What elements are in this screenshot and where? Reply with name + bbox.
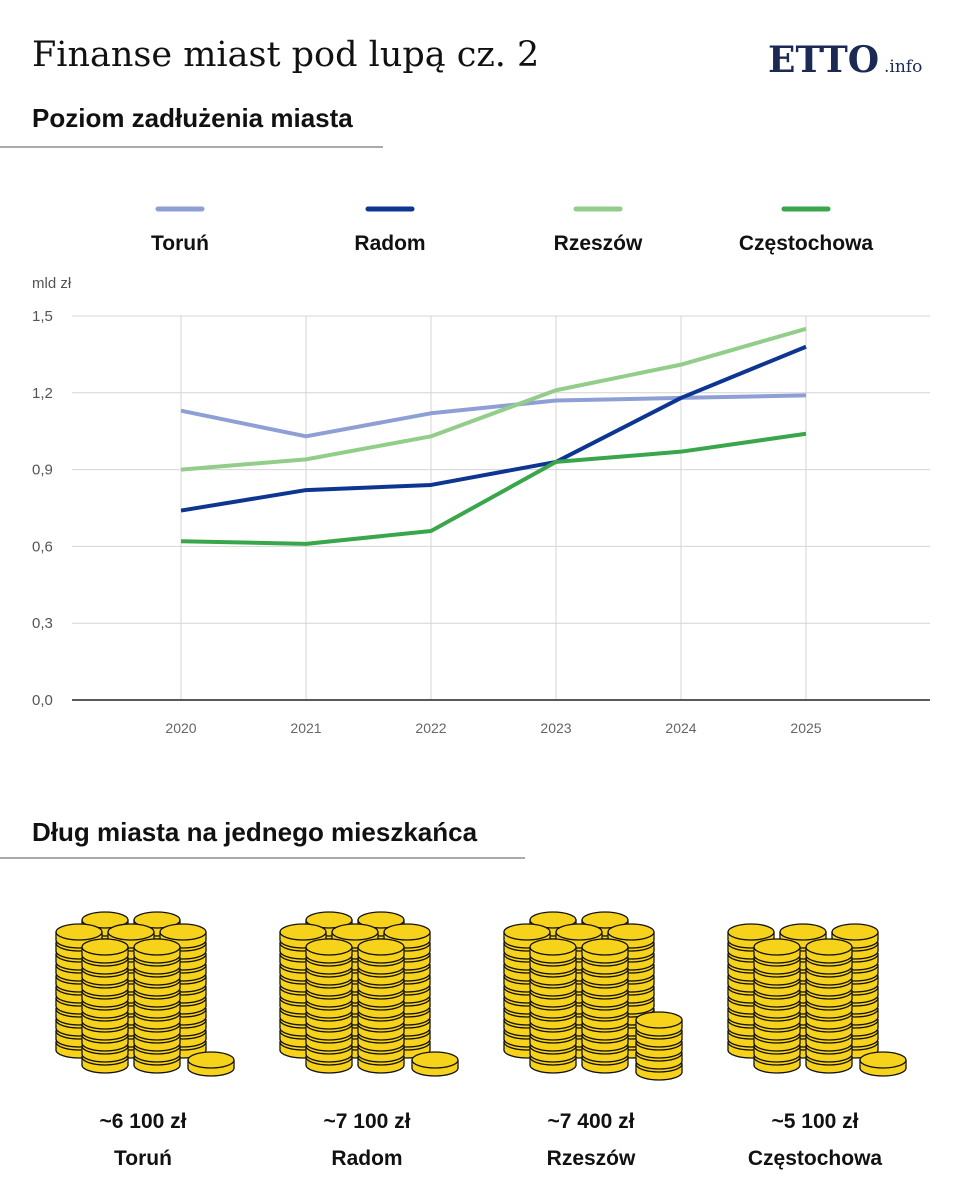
x-tick-label: 2024 [665,720,696,736]
page-title: Finanse miast pod lupą cz. 2 [32,35,539,75]
city-name: Częstochowa [748,1147,883,1170]
x-tick-label: 2025 [790,720,821,736]
coin-top [81,938,129,956]
coin-top [305,938,353,956]
section-title: Dług miasta na jednego mieszkańca [32,817,478,847]
legend-label: Rzeszów [554,232,643,255]
series-line [180,344,807,513]
debt-amount: ~6 100 zł [100,1110,187,1133]
y-tick-label: 0,3 [32,615,53,632]
series-line [180,326,807,472]
logo: ETTO [768,39,879,81]
y-tick-label: 0,6 [32,538,53,555]
coin-top [107,923,155,941]
section-title: Poziom zadłużenia miasta [32,103,353,133]
coin-illustration [55,911,235,1077]
x-tick-label: 2020 [165,720,196,736]
city-name: Radom [331,1147,402,1170]
coin-top [529,938,577,956]
logo-suffix: .info [884,57,922,77]
legend-label: Częstochowa [739,232,874,255]
coin-top [779,923,827,941]
debt-amount: ~7 100 zł [324,1110,411,1133]
coin-top [357,938,405,956]
coin-top [331,923,379,941]
debt-amount: ~5 100 zł [772,1110,859,1133]
coin-illustration [279,911,459,1077]
coin-top [581,911,629,929]
coin-top [133,911,181,929]
coin-top [279,923,327,941]
coin-top [581,938,629,956]
coin-top [635,1011,683,1029]
coin-top [187,1051,235,1069]
coin-top [159,923,207,941]
y-tick-label: 0,9 [32,462,53,479]
coin-top [529,911,577,929]
y-axis-label: mld zł [32,275,72,292]
coin-illustration [727,923,907,1077]
city-name: Toruń [114,1147,172,1170]
coin-top [555,923,603,941]
coin-top [55,923,103,941]
series-line [180,431,807,546]
x-tick-label: 2021 [290,720,321,736]
coin-top [753,938,801,956]
legend-label: Radom [354,232,425,255]
coin-top [805,938,853,956]
coin-top [411,1051,459,1069]
coin-top [383,923,431,941]
coin-illustration [503,911,683,1081]
coin-top [305,911,353,929]
coin-top [607,923,655,941]
coin-top [831,923,879,941]
series-line [180,393,807,439]
legend-label: Toruń [151,232,209,255]
coin-top [357,911,405,929]
debt-amount: ~7 400 zł [548,1110,635,1133]
coin-top [503,923,551,941]
x-tick-label: 2022 [415,720,446,736]
y-tick-label: 1,5 [32,308,53,325]
coin-top [859,1051,907,1069]
y-tick-label: 0,0 [32,692,53,709]
coin-top [81,911,129,929]
coin-top [727,923,775,941]
y-tick-label: 1,2 [32,385,53,402]
coin-top [133,938,181,956]
x-tick-label: 2023 [540,720,571,736]
city-name: Rzeszów [547,1147,636,1170]
